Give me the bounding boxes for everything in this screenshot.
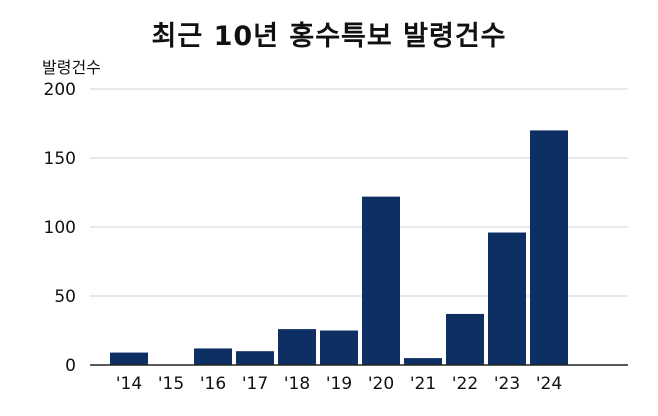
x-tick-label: '21 bbox=[410, 374, 436, 394]
x-tick-label: '22 bbox=[452, 374, 478, 394]
y-tick-label: 100 bbox=[44, 218, 76, 238]
bar-2 bbox=[194, 348, 232, 365]
x-tick-label: '24 bbox=[536, 374, 562, 394]
bar-8 bbox=[446, 313, 484, 365]
bar-4 bbox=[278, 329, 316, 365]
y-axis-label: 발령건수 bbox=[42, 58, 101, 77]
x-tick-label: '23 bbox=[494, 374, 520, 394]
bar-5 bbox=[320, 330, 358, 365]
bar-9 bbox=[488, 232, 526, 365]
chart-title: 최근 10년 홍수특보 발령건수 bbox=[151, 21, 507, 52]
x-tick-label: '17 bbox=[242, 374, 268, 394]
x-tick-label: '16 bbox=[200, 374, 226, 394]
bar-7 bbox=[404, 358, 442, 365]
x-tick-label: '15 bbox=[158, 374, 184, 394]
bar-0 bbox=[110, 352, 148, 365]
x-tick-label: '18 bbox=[284, 374, 310, 394]
y-tick-label: 50 bbox=[54, 287, 76, 307]
x-tick-labels: '14 '15 '16 '17 '18 '19 '20 '21 '22 '23 '24 bbox=[116, 374, 562, 394]
bars bbox=[110, 130, 568, 365]
y-tick-label: 150 bbox=[44, 149, 76, 169]
y-tick-labels: 0 50 100 150 200 bbox=[44, 80, 76, 376]
y-tick-label: 0 bbox=[65, 356, 76, 376]
bar-6 bbox=[362, 196, 400, 365]
x-tick-label: '20 bbox=[368, 374, 394, 394]
x-tick-label: '19 bbox=[326, 374, 352, 394]
x-tick-label: '14 bbox=[116, 374, 142, 394]
bar-10 bbox=[530, 130, 568, 365]
bar-3 bbox=[236, 351, 274, 365]
y-tick-label: 200 bbox=[44, 80, 76, 100]
